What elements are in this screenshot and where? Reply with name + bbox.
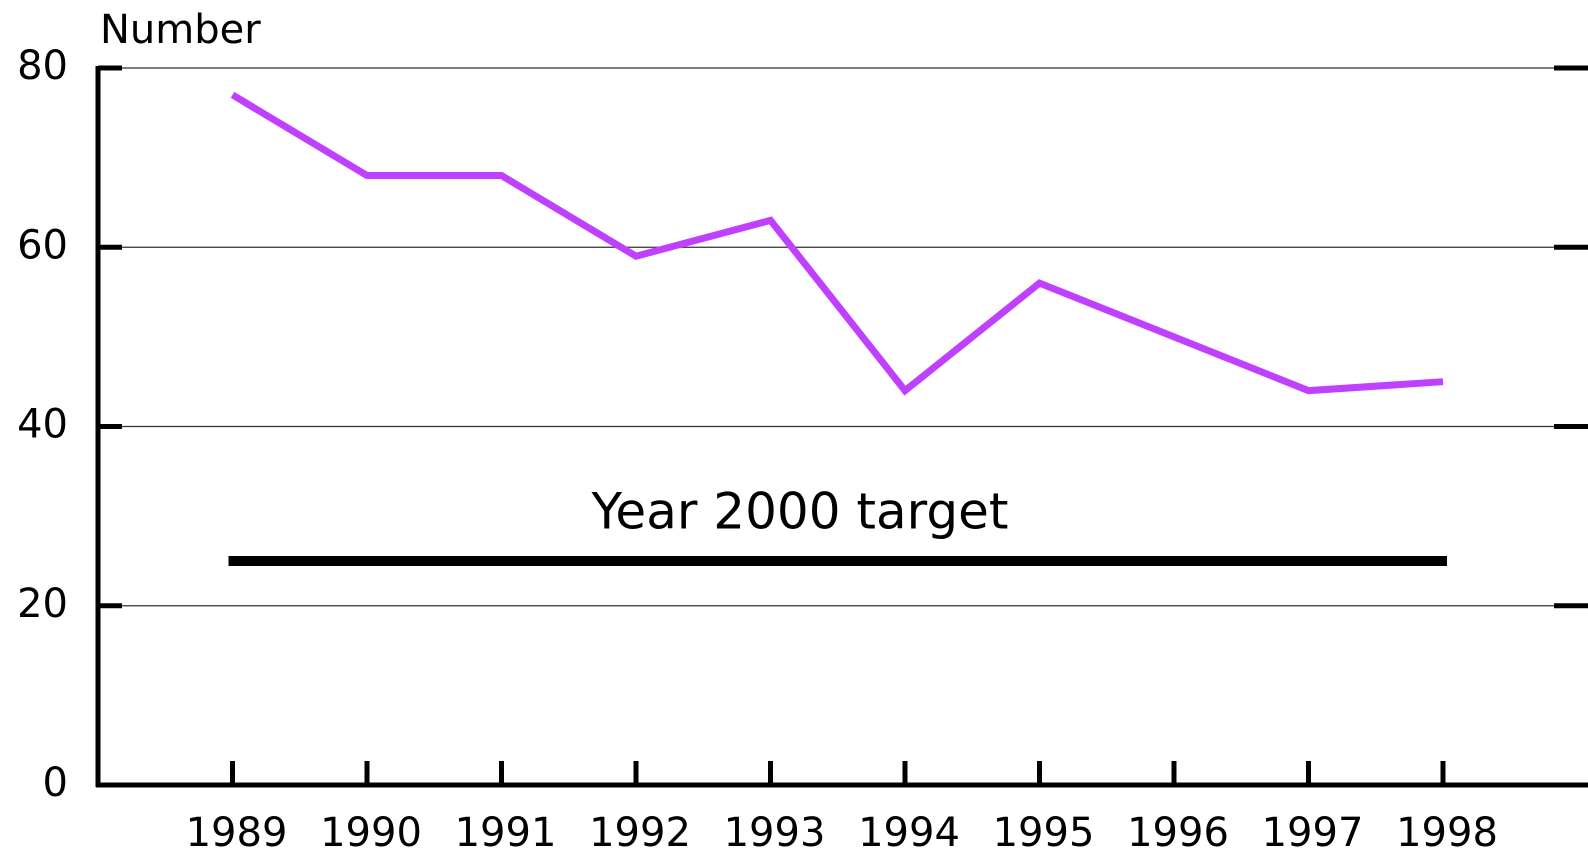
y-tick-label: 40 — [17, 402, 68, 448]
y-tick-label: 60 — [17, 222, 68, 268]
x-tick-label: 1997 — [1262, 810, 1364, 856]
y-tick-label: 20 — [17, 581, 68, 627]
x-tick-label: 1994 — [858, 810, 960, 856]
x-tick-label: 1989 — [186, 810, 288, 856]
y-axis-label: Number — [100, 7, 261, 53]
x-tick-label: 1992 — [589, 810, 691, 856]
y-tick-label: 80 — [17, 43, 68, 89]
x-tick-label: 1996 — [1127, 810, 1229, 856]
y-tick-label: 0 — [43, 760, 68, 806]
x-tick-label: 1993 — [724, 810, 826, 856]
x-tick-label: 1991 — [455, 810, 557, 856]
x-tick-label: 1990 — [320, 810, 422, 856]
target-label: Year 2000 target — [591, 482, 1009, 540]
x-tick-label: 1995 — [993, 810, 1095, 856]
x-tick-label: 1998 — [1396, 810, 1498, 856]
data-line — [230, 91, 1444, 396]
